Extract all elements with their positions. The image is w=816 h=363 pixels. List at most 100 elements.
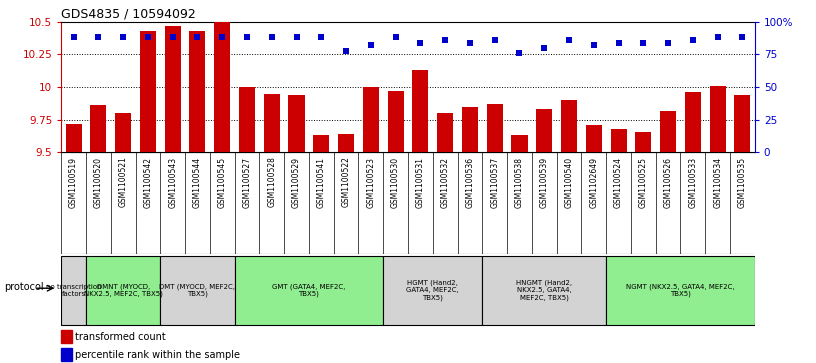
Bar	[235, 256, 384, 325]
Bar	[606, 256, 755, 325]
Point	[265, 34, 278, 40]
Text: protocol: protocol	[4, 282, 44, 292]
Bar	[636, 131, 651, 152]
Text: GSM1100533: GSM1100533	[689, 156, 698, 208]
Bar	[561, 100, 577, 152]
Bar	[734, 95, 751, 152]
Text: transformed count: transformed count	[74, 332, 166, 342]
Text: no transcription
factors: no transcription factors	[46, 284, 101, 297]
Bar	[482, 256, 606, 325]
Point	[290, 34, 303, 40]
Text: GSM1100537: GSM1100537	[490, 156, 499, 208]
Text: GSM1100524: GSM1100524	[614, 156, 623, 208]
Text: GSM1100538: GSM1100538	[515, 156, 524, 208]
Bar	[437, 113, 453, 152]
Bar	[363, 87, 379, 152]
Text: GSM1100542: GSM1100542	[144, 156, 153, 208]
Text: percentile rank within the sample: percentile rank within the sample	[74, 350, 240, 360]
Bar	[462, 107, 478, 152]
Bar	[61, 256, 86, 325]
Point	[562, 37, 575, 43]
Text: GDS4835 / 10594092: GDS4835 / 10594092	[61, 8, 196, 21]
Point	[612, 40, 625, 46]
Text: GSM1100535: GSM1100535	[738, 156, 747, 208]
Text: GSM1100523: GSM1100523	[366, 156, 375, 208]
Text: GSM1100520: GSM1100520	[94, 156, 103, 208]
Point	[439, 37, 452, 43]
Point	[166, 34, 180, 40]
Text: GSM1100536: GSM1100536	[465, 156, 474, 208]
Point	[315, 34, 328, 40]
Point	[241, 34, 254, 40]
Text: HGMT (Hand2,
GATA4, MEF2C,
TBX5): HGMT (Hand2, GATA4, MEF2C, TBX5)	[406, 280, 459, 301]
Text: GSM1100531: GSM1100531	[416, 156, 425, 208]
Bar	[140, 31, 156, 152]
Text: GSM1100544: GSM1100544	[193, 156, 202, 208]
Point	[414, 40, 427, 46]
Text: GSM1100526: GSM1100526	[663, 156, 672, 208]
Bar	[214, 22, 230, 152]
Point	[92, 34, 105, 40]
Point	[662, 40, 675, 46]
Text: GSM1100543: GSM1100543	[168, 156, 177, 208]
Text: DMT (MYOCD, MEF2C,
TBX5): DMT (MYOCD, MEF2C, TBX5)	[159, 284, 236, 297]
Bar	[338, 134, 354, 152]
Text: GSM1100521: GSM1100521	[118, 156, 127, 207]
Point	[364, 42, 377, 48]
Bar	[61, 348, 72, 361]
Point	[141, 34, 154, 40]
Point	[636, 40, 650, 46]
Text: GSM1100540: GSM1100540	[565, 156, 574, 208]
Bar	[165, 26, 180, 152]
Point	[117, 34, 130, 40]
Point	[538, 45, 551, 51]
Bar	[512, 135, 527, 152]
Bar	[91, 105, 106, 152]
Bar	[710, 86, 725, 152]
Text: GSM1100522: GSM1100522	[342, 156, 351, 207]
Bar	[115, 113, 131, 152]
Point	[711, 34, 724, 40]
Text: GSM1100539: GSM1100539	[539, 156, 548, 208]
Text: GSM1100527: GSM1100527	[242, 156, 251, 208]
Text: GSM1100529: GSM1100529	[292, 156, 301, 208]
Point	[389, 34, 402, 40]
Text: GSM1102649: GSM1102649	[589, 156, 598, 208]
Text: GSM1100532: GSM1100532	[441, 156, 450, 208]
Point	[736, 34, 749, 40]
Text: GSM1100528: GSM1100528	[268, 156, 277, 207]
Bar	[264, 94, 280, 152]
Bar	[160, 256, 235, 325]
Bar	[86, 256, 160, 325]
Bar	[189, 31, 206, 152]
Point	[67, 34, 80, 40]
Text: GSM1100545: GSM1100545	[218, 156, 227, 208]
Bar	[586, 125, 602, 152]
Bar	[289, 95, 304, 152]
Bar	[313, 135, 330, 152]
Bar	[384, 256, 482, 325]
Text: GSM1100525: GSM1100525	[639, 156, 648, 208]
Bar	[486, 104, 503, 152]
Point	[191, 34, 204, 40]
Point	[513, 50, 526, 56]
Bar	[610, 129, 627, 152]
Bar	[65, 124, 82, 152]
Point	[686, 37, 699, 43]
Point	[463, 40, 477, 46]
Bar	[660, 111, 676, 152]
Text: NGMT (NKX2.5, GATA4, MEF2C,
TBX5): NGMT (NKX2.5, GATA4, MEF2C, TBX5)	[626, 284, 734, 297]
Bar	[685, 92, 701, 152]
Bar	[536, 109, 552, 152]
Text: HNGMT (Hand2,
NKX2.5, GATA4,
MEF2C, TBX5): HNGMT (Hand2, NKX2.5, GATA4, MEF2C, TBX5…	[517, 280, 572, 301]
Text: GSM1100519: GSM1100519	[69, 156, 78, 208]
Bar	[239, 87, 255, 152]
Point	[488, 37, 501, 43]
Bar	[61, 330, 72, 343]
Text: DMNT (MYOCD,
NKX2.5, MEF2C, TBX5): DMNT (MYOCD, NKX2.5, MEF2C, TBX5)	[84, 284, 162, 297]
Bar	[412, 70, 428, 152]
Point	[339, 48, 353, 53]
Text: GSM1100534: GSM1100534	[713, 156, 722, 208]
Text: GSM1100530: GSM1100530	[391, 156, 400, 208]
Text: GMT (GATA4, MEF2C,
TBX5): GMT (GATA4, MEF2C, TBX5)	[273, 284, 346, 297]
